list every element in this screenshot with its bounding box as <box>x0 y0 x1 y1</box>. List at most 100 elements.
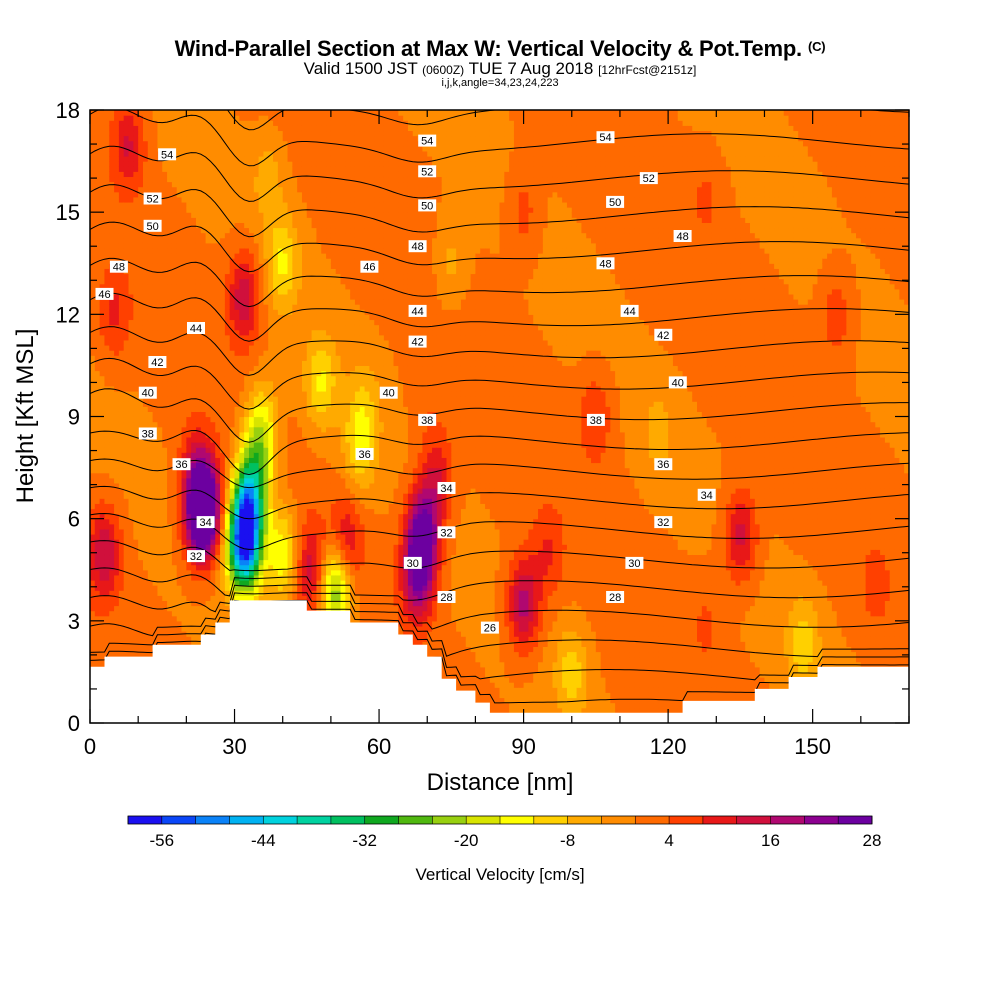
velocity-cell <box>94 620 101 627</box>
velocity-cell <box>220 242 226 249</box>
velocity-cell <box>142 513 149 520</box>
velocity-cell <box>162 452 168 458</box>
velocity-cell <box>99 482 106 489</box>
velocity-cell <box>234 247 240 254</box>
velocity-cell <box>133 258 139 264</box>
velocity-cell <box>157 528 163 535</box>
velocity-cell <box>152 150 159 157</box>
velocity-cell <box>90 237 96 244</box>
velocity-cell <box>147 110 154 116</box>
velocity-cell <box>220 416 226 423</box>
velocity-cell <box>157 462 163 469</box>
velocity-cell <box>142 651 149 658</box>
velocity-cell <box>258 590 265 596</box>
velocity-cell <box>268 344 274 351</box>
velocity-cell <box>99 273 106 280</box>
velocity-cell <box>109 365 115 372</box>
velocity-cell <box>90 554 96 561</box>
velocity-cell <box>244 472 250 479</box>
velocity-cell <box>239 539 245 545</box>
velocity-cell <box>282 135 289 142</box>
velocity-cell <box>220 293 226 300</box>
velocity-cell <box>273 488 279 494</box>
velocity-cell <box>239 508 245 515</box>
velocity-cell <box>258 396 265 402</box>
velocity-cell <box>104 242 110 249</box>
velocity-cell <box>109 590 115 596</box>
velocity-cell <box>215 579 221 586</box>
velocity-cell <box>114 186 120 193</box>
velocity-cell <box>162 472 168 479</box>
velocity-cell <box>210 299 216 305</box>
velocity-cell <box>282 247 289 254</box>
velocity-cell <box>157 212 163 218</box>
velocity-cell <box>118 370 125 377</box>
velocity-cell <box>114 201 120 208</box>
velocity-cell <box>147 631 154 637</box>
velocity-cell <box>229 554 236 561</box>
velocity-cell <box>118 150 125 157</box>
velocity-cell <box>186 166 192 172</box>
velocity-cell <box>109 360 115 367</box>
velocity-cell <box>109 539 115 545</box>
velocity-cell <box>171 130 178 137</box>
velocity-cell <box>138 590 144 596</box>
velocity-cell <box>248 222 255 229</box>
velocity-cell <box>94 523 101 530</box>
velocity-cell <box>94 436 101 443</box>
velocity-cell <box>114 365 120 372</box>
velocity-cell <box>210 401 216 407</box>
velocity-cell <box>99 641 106 647</box>
velocity-cell <box>263 360 269 367</box>
velocity-cell <box>205 590 212 596</box>
velocity-cell <box>94 636 101 642</box>
velocity-cell <box>104 544 110 550</box>
velocity-cell <box>224 462 231 469</box>
velocity-cell <box>263 339 269 346</box>
velocity-cell <box>114 253 120 259</box>
velocity-cell <box>157 457 163 464</box>
velocity-cell <box>142 569 149 576</box>
velocity-cell <box>215 380 221 387</box>
velocity-cell <box>123 309 130 315</box>
velocity-cell <box>215 431 221 438</box>
velocity-cell <box>171 564 178 571</box>
velocity-cell <box>220 431 226 438</box>
velocity-cell <box>268 579 274 586</box>
velocity-cell <box>128 549 134 556</box>
velocity-cell <box>195 396 202 402</box>
velocity-cell <box>195 339 202 346</box>
velocity-cell <box>248 380 255 387</box>
velocity-cell <box>248 426 255 433</box>
velocity-cell <box>133 631 139 637</box>
velocity-cell <box>239 125 245 132</box>
velocity-cell <box>220 268 226 275</box>
velocity-cell <box>234 273 240 280</box>
velocity-cell <box>273 155 279 162</box>
velocity-cell <box>147 176 154 183</box>
velocity-cell <box>157 503 163 510</box>
velocity-cell <box>277 309 284 315</box>
velocity-cell <box>239 585 245 591</box>
velocity-cell <box>167 569 173 576</box>
velocity-cell <box>200 488 207 494</box>
velocity-cell <box>181 258 187 264</box>
velocity-cell <box>133 268 139 275</box>
velocity-cell <box>176 120 183 126</box>
velocity-cell <box>234 528 240 535</box>
velocity-cell <box>152 130 159 137</box>
velocity-cell <box>248 186 255 193</box>
velocity-cell <box>215 201 221 208</box>
velocity-cell <box>215 585 221 591</box>
velocity-cell <box>147 590 154 596</box>
velocity-cell <box>109 457 115 464</box>
velocity-cell <box>181 217 187 223</box>
velocity-cell <box>176 135 183 142</box>
velocity-cell <box>224 533 231 540</box>
velocity-cell <box>205 528 212 535</box>
velocity-cell <box>133 120 139 126</box>
velocity-cell <box>167 436 173 443</box>
velocity-cell <box>200 590 207 596</box>
velocity-cell <box>176 253 183 259</box>
velocity-cell <box>224 268 231 275</box>
